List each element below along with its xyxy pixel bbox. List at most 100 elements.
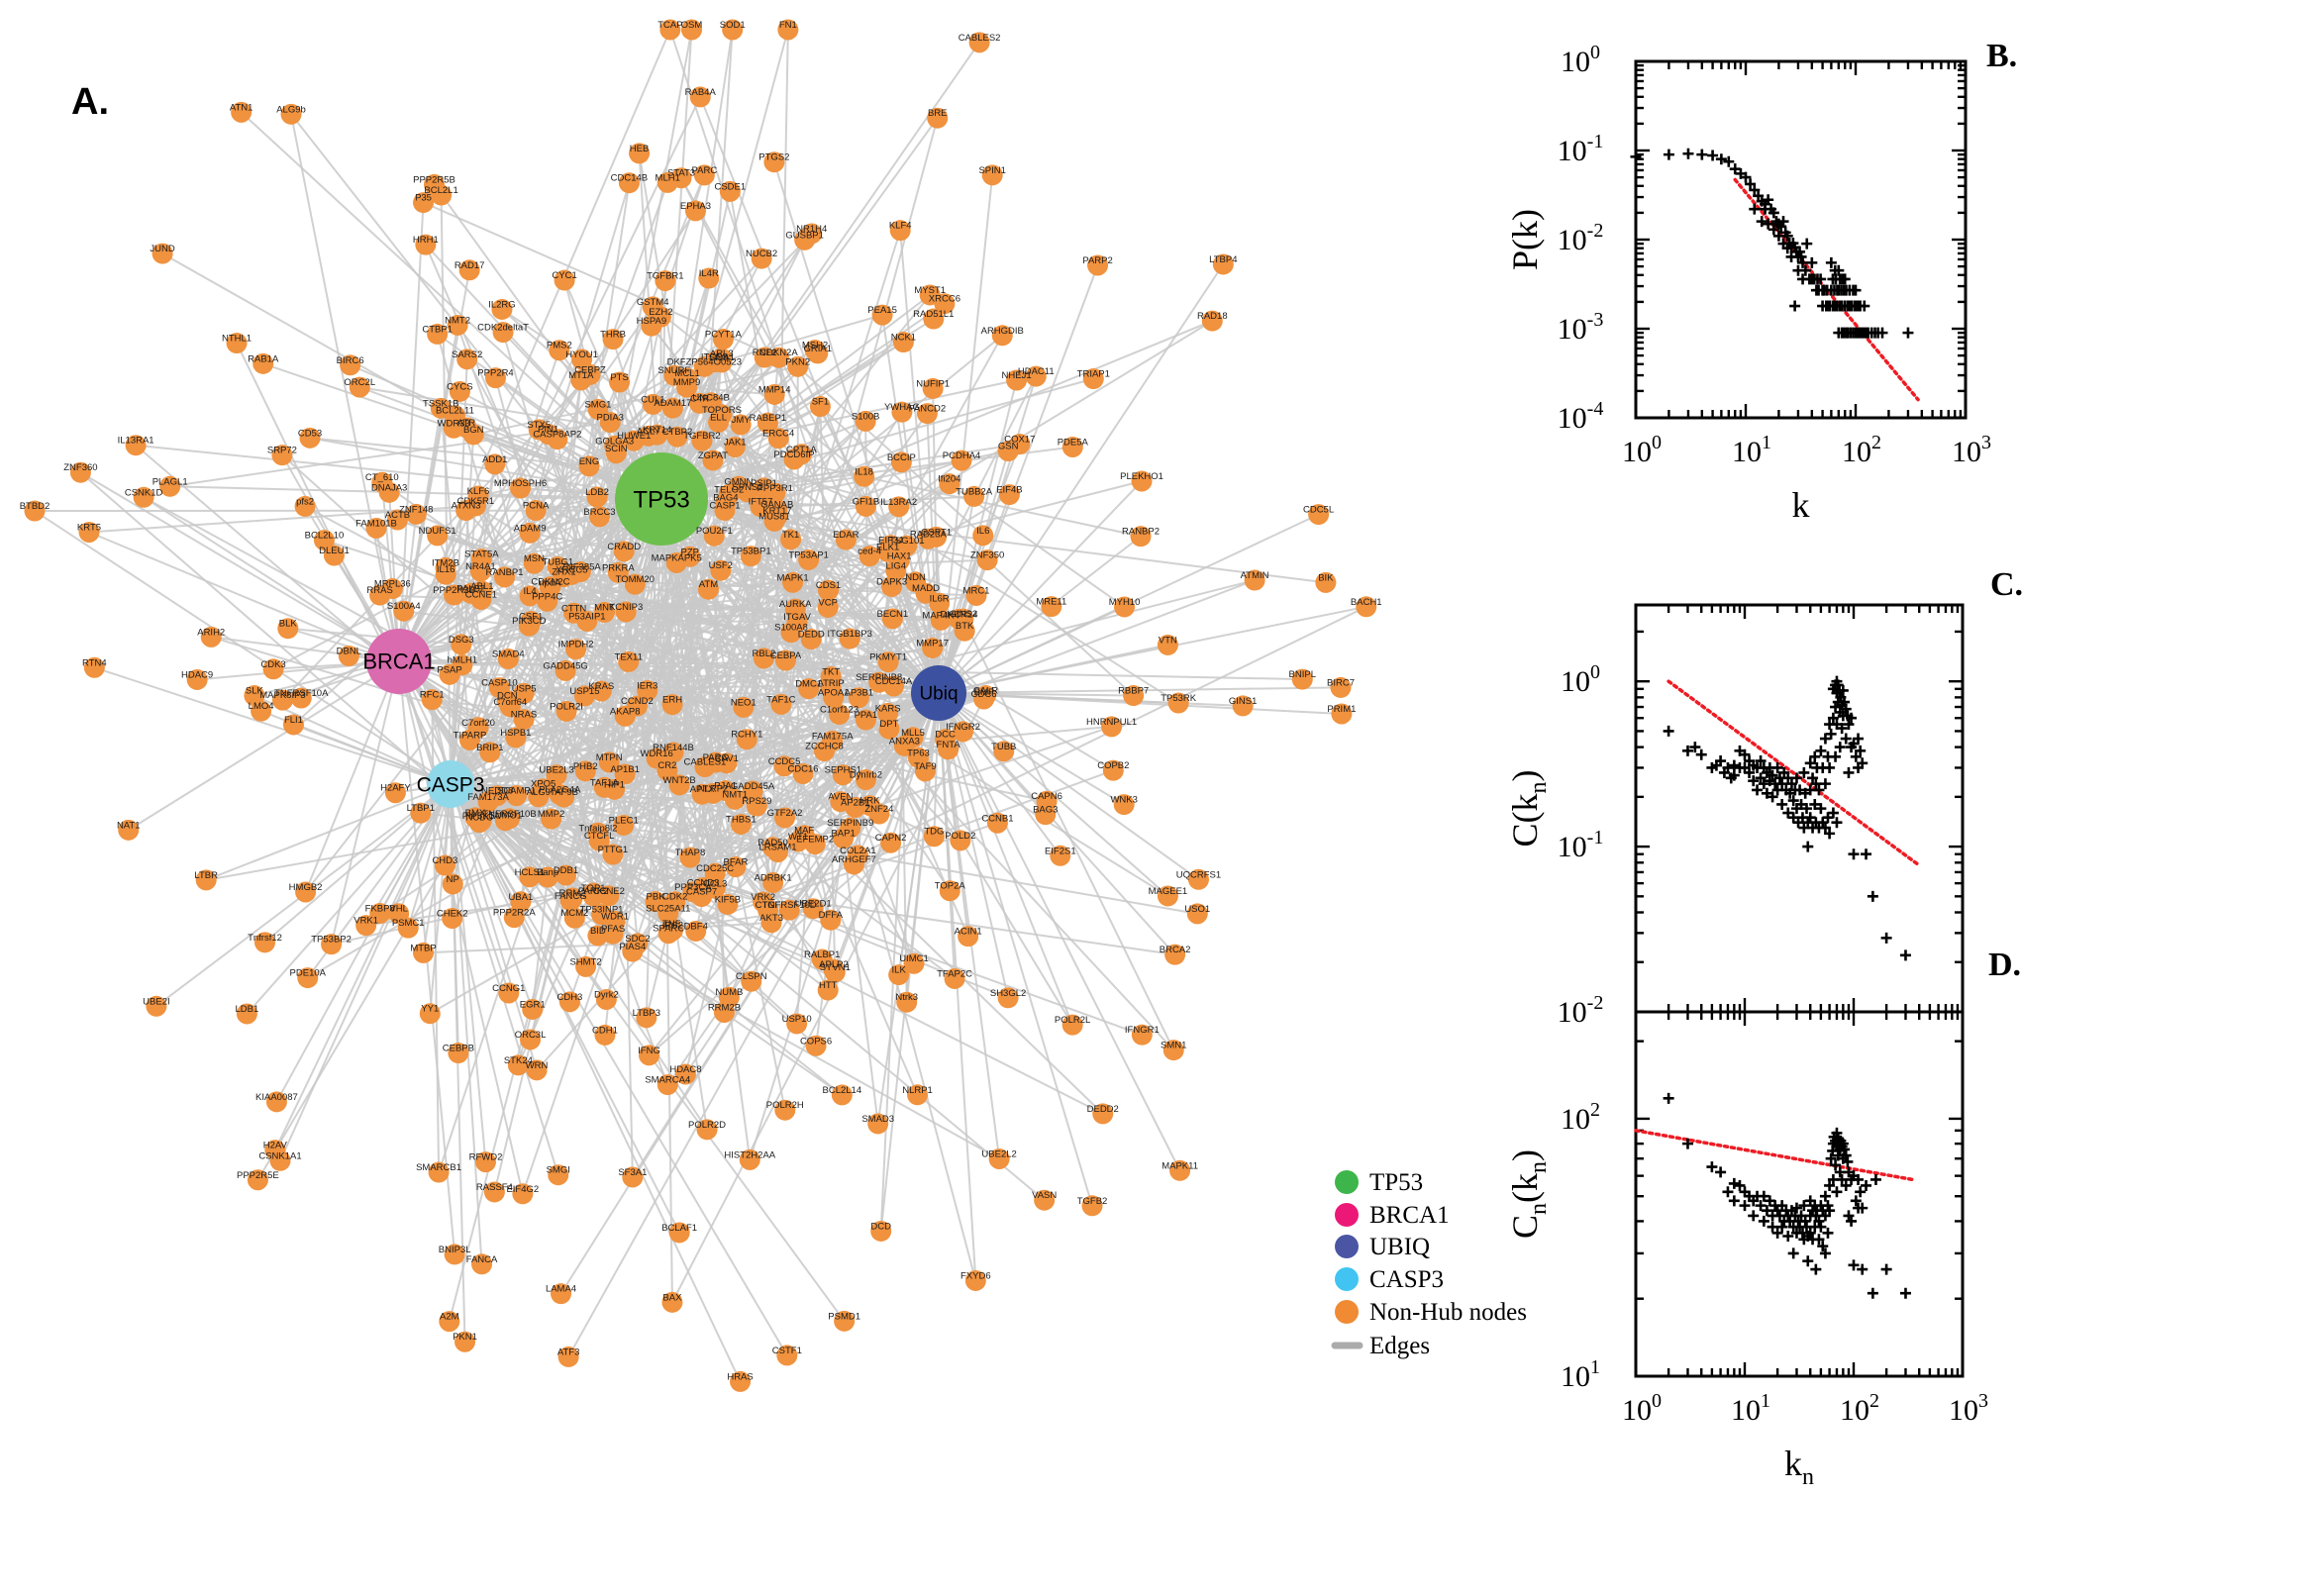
network-node[interactable]	[1102, 759, 1124, 781]
network-node[interactable]	[226, 333, 248, 354]
network-node[interactable]	[805, 1035, 827, 1056]
network-node[interactable]	[195, 869, 217, 891]
network-node[interactable]	[782, 571, 804, 593]
network-node[interactable]	[321, 934, 343, 955]
network-node[interactable]	[823, 686, 845, 708]
network-node[interactable]	[252, 352, 274, 374]
hub-node-ubiq[interactable]	[911, 665, 966, 721]
network-node[interactable]	[930, 609, 952, 631]
network-node[interactable]	[774, 807, 796, 829]
network-node[interactable]	[776, 1345, 798, 1366]
network-node[interactable]	[684, 200, 706, 222]
network-node[interactable]	[474, 1151, 496, 1173]
network-node[interactable]	[698, 267, 720, 289]
network-node[interactable]	[668, 774, 690, 796]
network-node[interactable]	[609, 371, 631, 393]
network-node[interactable]	[522, 998, 544, 1020]
network-node[interactable]	[888, 964, 910, 986]
network-node[interactable]	[661, 920, 683, 942]
network-node[interactable]	[981, 164, 1003, 186]
network-node[interactable]	[575, 955, 597, 977]
network-node[interactable]	[737, 481, 758, 503]
network-node[interactable]	[889, 220, 911, 242]
network-node[interactable]	[510, 477, 532, 499]
network-node[interactable]	[488, 677, 510, 699]
network-node[interactable]	[766, 505, 788, 527]
network-node[interactable]	[786, 1013, 808, 1035]
network-node[interactable]	[520, 1029, 542, 1050]
network-node[interactable]	[641, 315, 662, 337]
network-node[interactable]	[939, 473, 960, 495]
network-node[interactable]	[323, 545, 345, 566]
network-node[interactable]	[262, 658, 284, 680]
network-node[interactable]	[492, 322, 514, 344]
network-node[interactable]	[798, 678, 820, 700]
network-node[interactable]	[430, 397, 452, 419]
network-node[interactable]	[369, 584, 391, 606]
network-node[interactable]	[484, 453, 506, 475]
network-node[interactable]	[299, 427, 321, 449]
network-node[interactable]	[780, 529, 802, 550]
network-node[interactable]	[997, 987, 1019, 1009]
network-node[interactable]	[915, 582, 937, 604]
network-node[interactable]	[807, 343, 829, 364]
network-node[interactable]	[954, 620, 975, 642]
network-node[interactable]	[525, 500, 547, 522]
hub-node-casp3[interactable]	[427, 760, 474, 808]
network-node[interactable]	[591, 904, 613, 926]
network-node[interactable]	[1356, 596, 1377, 618]
network-node[interactable]	[751, 248, 772, 269]
network-node[interactable]	[712, 329, 734, 350]
network-node[interactable]	[421, 689, 443, 711]
network-node[interactable]	[880, 832, 902, 853]
network-node[interactable]	[613, 814, 635, 836]
network-node[interactable]	[1232, 695, 1254, 717]
network-node[interactable]	[661, 694, 683, 716]
network-node[interactable]	[1061, 1014, 1083, 1036]
network-node[interactable]	[471, 1253, 493, 1275]
network-node[interactable]	[447, 314, 468, 336]
network-node[interactable]	[848, 687, 869, 709]
network-node[interactable]	[704, 862, 726, 884]
network-node[interactable]	[639, 1045, 660, 1066]
network-node[interactable]	[1131, 1024, 1153, 1046]
network-node[interactable]	[340, 354, 361, 376]
network-node[interactable]	[1162, 1040, 1184, 1061]
network-node[interactable]	[890, 451, 912, 473]
network-node[interactable]	[405, 503, 427, 525]
network-node[interactable]	[877, 651, 899, 673]
network-node[interactable]	[442, 908, 463, 930]
network-node[interactable]	[993, 741, 1015, 762]
network-node[interactable]	[1041, 596, 1062, 618]
network-node[interactable]	[264, 1140, 286, 1161]
network-node[interactable]	[888, 496, 910, 518]
network-node[interactable]	[878, 718, 900, 740]
network-node[interactable]	[24, 500, 46, 522]
network-node[interactable]	[762, 872, 784, 894]
network-node[interactable]	[834, 1310, 856, 1332]
network-node[interactable]	[1114, 596, 1136, 618]
network-node[interactable]	[479, 742, 501, 763]
network-node[interactable]	[907, 1084, 929, 1106]
network-node[interactable]	[733, 696, 755, 718]
network-node[interactable]	[494, 566, 516, 588]
network-node[interactable]	[458, 259, 480, 281]
network-node[interactable]	[469, 560, 491, 582]
network-node[interactable]	[571, 349, 593, 370]
network-node[interactable]	[503, 907, 525, 929]
network-node[interactable]	[664, 891, 686, 913]
network-node[interactable]	[1331, 703, 1353, 725]
network-node[interactable]	[236, 1003, 257, 1025]
network-node[interactable]	[586, 486, 608, 508]
network-node[interactable]	[730, 813, 752, 835]
network-node[interactable]	[774, 1099, 796, 1121]
network-node[interactable]	[1050, 845, 1071, 866]
network-node[interactable]	[1330, 676, 1352, 698]
network-node[interactable]	[1092, 1103, 1114, 1125]
network-node[interactable]	[295, 881, 317, 903]
network-node[interactable]	[1157, 634, 1178, 655]
network-node[interactable]	[69, 461, 91, 483]
network-node[interactable]	[867, 1113, 889, 1135]
network-node[interactable]	[598, 885, 620, 907]
network-node[interactable]	[645, 891, 666, 913]
